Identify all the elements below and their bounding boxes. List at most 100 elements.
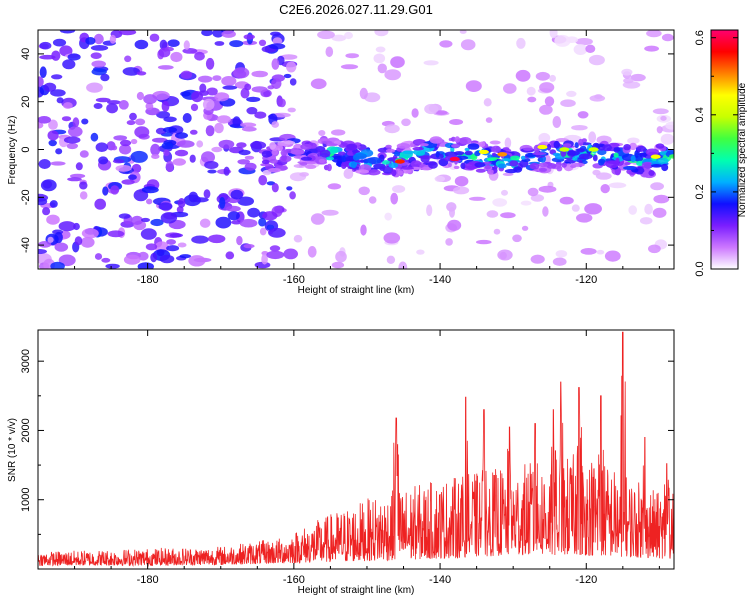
heatmap-blob	[189, 154, 196, 163]
heatmap-blob	[374, 30, 389, 37]
heatmap-signal-blob	[268, 168, 281, 173]
heatmap-blob	[527, 96, 537, 103]
heatmap-blob	[206, 87, 218, 96]
heatmap-blob	[156, 111, 171, 119]
heatmap-signal-blob	[502, 147, 510, 151]
heatmap-signal-blob	[388, 162, 399, 169]
heatmap-signal-blob	[553, 140, 560, 149]
heatmap-blob	[227, 211, 240, 221]
heatmap-blob	[390, 192, 399, 205]
heatmap-signal-blob	[513, 166, 523, 173]
heatmap-blob	[182, 113, 192, 123]
heatmap-signal-blob	[397, 170, 404, 176]
heatmap-blob	[166, 239, 177, 245]
heatmap-blob	[237, 159, 250, 165]
heatmap-blob	[493, 228, 501, 235]
heatmap-blob	[199, 218, 211, 228]
heatmap-signal-blob	[567, 150, 580, 156]
heatmap-signal-blob	[353, 153, 367, 160]
heatmap-blob	[271, 58, 280, 70]
heatmap-blob	[216, 115, 231, 124]
heatmap-signal-blob	[624, 162, 631, 166]
heatmap-blob	[112, 159, 125, 164]
heatmap-blob	[188, 191, 198, 203]
heatmap-signal-blob	[271, 149, 279, 156]
heatmap-signal-blob	[532, 152, 547, 156]
heatmap-blob	[368, 196, 377, 204]
heatmap-blob	[118, 213, 131, 219]
heatmap-blob	[75, 162, 83, 171]
heatmap-blob	[241, 126, 257, 132]
heatmap-blob	[585, 44, 596, 53]
heatmap-blob	[244, 83, 252, 91]
heatmap-blob	[113, 135, 128, 141]
heatmap-signal-blob	[529, 162, 540, 170]
heatmap-signal-blob	[381, 160, 390, 165]
heatmap-blob	[58, 221, 76, 232]
heatmap-blob	[571, 204, 580, 212]
heatmap-blob	[596, 135, 612, 145]
snr-frame	[37, 329, 675, 570]
heatmap-blob	[124, 55, 132, 63]
heatmap-signal-blob	[520, 155, 526, 160]
heatmap-blob	[150, 218, 164, 227]
heatmap-blob	[174, 149, 189, 157]
heatmap-signal-blob	[385, 144, 392, 149]
heatmap-blob	[621, 68, 633, 76]
heatmap-blob	[560, 99, 576, 107]
heatmap-blob	[225, 251, 235, 260]
heatmap-signal-blob	[290, 149, 305, 155]
heatmap-signal-blob	[598, 158, 606, 164]
heatmap-signal-blob	[572, 156, 578, 161]
heatmap-signal-blob	[486, 157, 497, 161]
heatmap-blob	[262, 211, 278, 221]
heatmap-signal-blob	[451, 143, 460, 148]
heatmap-blob	[191, 235, 209, 244]
heatmap-signal-blob	[552, 152, 561, 157]
heatmap-blob	[246, 107, 258, 115]
heatmap-signal-blob	[421, 167, 431, 171]
heatmap-signal-blob	[454, 136, 460, 143]
heatmap-blob	[526, 86, 536, 96]
heatmap-blob	[665, 121, 674, 130]
heatmap-blob	[86, 82, 103, 93]
heatmap-blob	[604, 250, 621, 262]
heatmap-blob	[375, 46, 386, 53]
heatmap-signal-blob	[502, 172, 514, 176]
heatmap-xtick-label: -140	[429, 274, 451, 286]
heatmap-ticks: -180 -160 -140 -120 -40 -20 0 20 40	[20, 30, 674, 286]
heatmap-blob	[159, 39, 168, 51]
heatmap-signal-blob	[613, 152, 619, 158]
heatmap-signal-blob	[475, 168, 486, 173]
heatmap-blob	[225, 205, 241, 212]
heatmap-signal-blob	[355, 169, 369, 174]
heatmap-panel: -180 -160 -140 -120 -40 -20 0 20 40 Height of st…	[7, 29, 675, 296]
heatmap-blob	[317, 30, 335, 40]
heatmap-signal-blob	[546, 163, 557, 169]
heatmap-blob	[411, 108, 419, 118]
heatmap-blob	[170, 51, 183, 63]
heatmap-blob	[630, 73, 646, 82]
heatmap-blob	[164, 46, 174, 52]
heatmap-blob	[101, 257, 111, 263]
heatmap-blob	[202, 98, 215, 111]
heatmap-signal-blob	[305, 164, 317, 169]
heatmap-blob	[460, 39, 476, 51]
heatmap-blob	[221, 30, 236, 38]
heatmap-blob	[453, 186, 470, 195]
heatmap-signal-blob	[657, 157, 669, 164]
heatmap-blob	[107, 230, 125, 238]
heatmap-blob	[90, 45, 109, 51]
heatmap-blob	[653, 194, 670, 204]
heatmap-signal-blob	[318, 158, 326, 164]
heatmap-blob	[130, 138, 138, 145]
heatmap-blob	[50, 261, 65, 269]
heatmap-signal-blob	[412, 146, 424, 151]
heatmap-blob	[59, 30, 76, 34]
heatmap-blob	[46, 214, 60, 225]
heatmap-signal-blob	[418, 155, 433, 160]
colorbar: 0.0 0.2 0.4 0.6 Normalized spectral amplitu…	[694, 29, 748, 277]
heatmap-blob	[554, 34, 571, 47]
heatmap-blob	[123, 254, 141, 265]
heatmap-blob	[575, 38, 593, 46]
